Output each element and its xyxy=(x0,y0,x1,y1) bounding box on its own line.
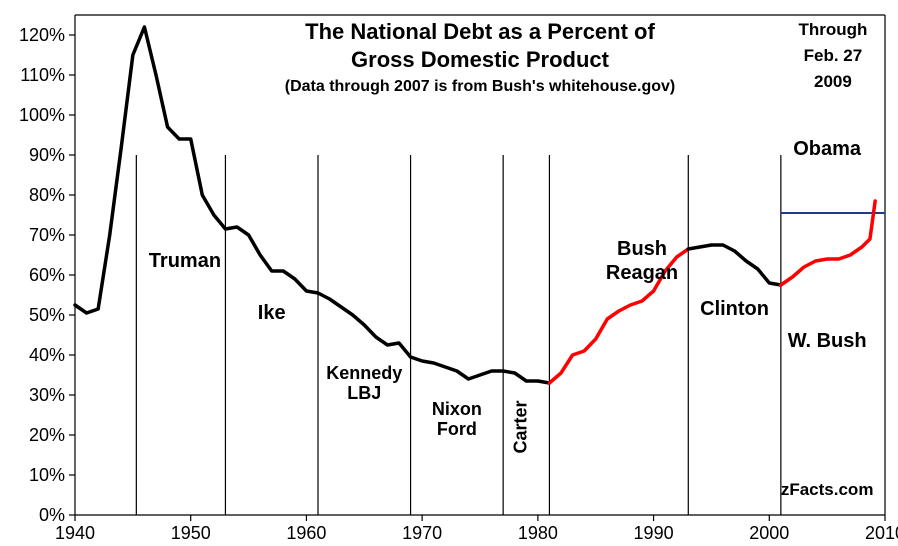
y-tick-label: 40% xyxy=(29,345,65,365)
president-label: Ford xyxy=(437,419,477,439)
y-tick-label: 100% xyxy=(19,105,65,125)
y-tick-label: 110% xyxy=(20,65,65,85)
y-tick-label: 60% xyxy=(29,265,65,285)
y-tick-label: 120% xyxy=(19,25,65,45)
x-tick-label: 1940 xyxy=(55,523,95,543)
y-tick-label: 90% xyxy=(29,145,65,165)
president-label: Obama xyxy=(793,138,862,160)
x-tick-label: 2010 xyxy=(865,523,898,543)
chart-subtitle: (Data through 2007 is from Bush's whiteh… xyxy=(285,78,676,95)
chart-title-line2: Gross Domestic Product xyxy=(351,47,610,72)
chart-title-line1: The National Debt as a Percent of xyxy=(305,19,655,44)
president-label: LBJ xyxy=(347,383,381,403)
president-label: W. Bush xyxy=(788,330,867,352)
president-label: Truman xyxy=(149,250,221,272)
debt-gdp-chart: 0% 10% 20% 30% 40% 50% 60% 70% 80% 90% 100% 110% 120… xyxy=(0,0,898,546)
x-tick-label: 1960 xyxy=(286,523,326,543)
y-tick-label: 80% xyxy=(29,185,65,205)
source-label: zFacts.com xyxy=(781,480,874,499)
president-label: Carter xyxy=(510,400,530,453)
x-tick-label: 2000 xyxy=(749,523,789,543)
y-tick-label: 30% xyxy=(29,385,65,405)
x-tick-label: 1980 xyxy=(518,523,558,543)
president-label: Kennedy xyxy=(326,363,402,383)
x-tick-label: 1970 xyxy=(402,523,442,543)
y-tick-label: 10% xyxy=(29,465,65,485)
x-tick-label: 1950 xyxy=(171,523,211,543)
president-label: Bush xyxy=(617,238,667,260)
y-tick-label: 0% xyxy=(39,505,65,525)
president-label: Clinton xyxy=(700,298,769,320)
date-note-line: 2009 xyxy=(814,72,852,91)
date-note-line: Through xyxy=(798,20,867,39)
president-label: Nixon xyxy=(432,399,482,419)
y-tick-label: 50% xyxy=(29,305,65,325)
y-tick-label: 20% xyxy=(29,425,65,445)
y-tick-label: 70% xyxy=(29,225,65,245)
date-note-line: Feb. 27 xyxy=(804,46,863,65)
x-tick-label: 1990 xyxy=(634,523,674,543)
president-label: Reagan xyxy=(606,262,678,284)
president-label: Ike xyxy=(258,302,286,324)
